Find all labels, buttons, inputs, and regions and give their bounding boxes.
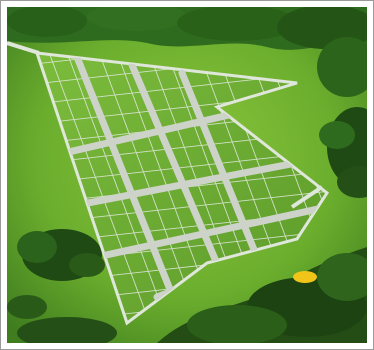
aerial-photo <box>7 7 367 343</box>
forest-right <box>319 107 367 198</box>
access-road <box>7 41 40 55</box>
forest-bottom <box>7 247 367 343</box>
aerial-illustration <box>7 7 367 343</box>
forest-left <box>17 229 105 281</box>
yellow-patch <box>293 271 317 283</box>
forest-top <box>7 7 367 97</box>
spur-road <box>290 185 324 209</box>
